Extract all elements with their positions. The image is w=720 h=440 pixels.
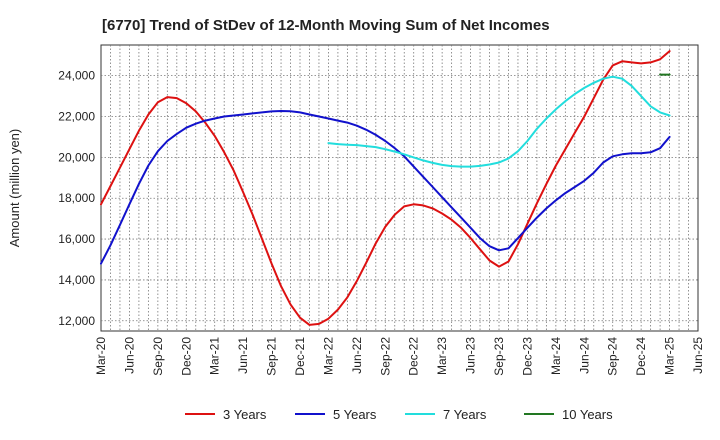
x-tick-label: Jun-23 [464, 337, 478, 374]
y-tick-label: 16,000 [58, 232, 95, 246]
y-tick-label: 12,000 [58, 314, 95, 328]
x-tick-label: Dec-21 [293, 337, 307, 376]
legend-label: 7 Years [443, 407, 487, 422]
series-line-5-years [100, 110, 671, 265]
x-tick-label: Jun-24 [577, 337, 591, 374]
x-tick-label: Dec-22 [407, 337, 421, 376]
y-tick-label: 18,000 [58, 191, 95, 205]
y-axis-label: Amount (million yen) [7, 129, 22, 248]
y-tick-label: 20,000 [58, 150, 95, 164]
legend-label: 10 Years [562, 407, 613, 422]
x-tick-label: Mar-20 [94, 337, 108, 375]
x-tick-label: Dec-23 [520, 337, 534, 376]
x-tick-label: Sep-24 [606, 337, 620, 376]
x-tick-label: Jun-22 [350, 337, 364, 374]
x-axis-ticks: Mar-20 Jun-20 Sep-20 Dec-20 Mar-21 Jun-21 Sep-… [94, 337, 705, 376]
x-tick-label: Sep-20 [151, 337, 165, 376]
plot-area [100, 44, 699, 332]
x-tick-label: Mar-21 [208, 337, 222, 375]
x-tick-label: Dec-20 [179, 337, 193, 376]
x-tick-label: Dec-24 [634, 337, 648, 376]
x-tick-label: Jun-21 [236, 337, 250, 374]
legend-label: 5 Years [333, 407, 377, 422]
x-tick-label: Mar-22 [321, 337, 335, 375]
y-tick-label: 14,000 [58, 273, 95, 287]
legend-label: 3 Years [223, 407, 267, 422]
x-tick-label: Sep-22 [378, 337, 392, 376]
series-lines [100, 50, 671, 326]
x-tick-label: Mar-25 [663, 337, 677, 375]
x-tick-label: Sep-23 [492, 337, 506, 376]
x-tick-label: Mar-23 [435, 337, 449, 375]
legend: 3 Years 5 Years 7 Years 10 Years [185, 407, 613, 422]
series-line-7-years [327, 75, 671, 168]
y-axis-ticks: 12,000 14,000 16,000 18,000 20,000 22,000 24,0… [58, 69, 95, 328]
x-tick-label: Sep-21 [265, 337, 279, 376]
x-tick-label: Jun-20 [122, 337, 136, 374]
x-tick-label: Jun-25 [691, 337, 705, 374]
series-line-3-years [100, 50, 671, 326]
x-tick-label: Mar-24 [549, 337, 563, 375]
y-tick-label: 24,000 [58, 69, 95, 83]
y-tick-label: 22,000 [58, 110, 95, 124]
chart-title: [6770] Trend of StDev of 12-Month Moving… [102, 17, 550, 34]
